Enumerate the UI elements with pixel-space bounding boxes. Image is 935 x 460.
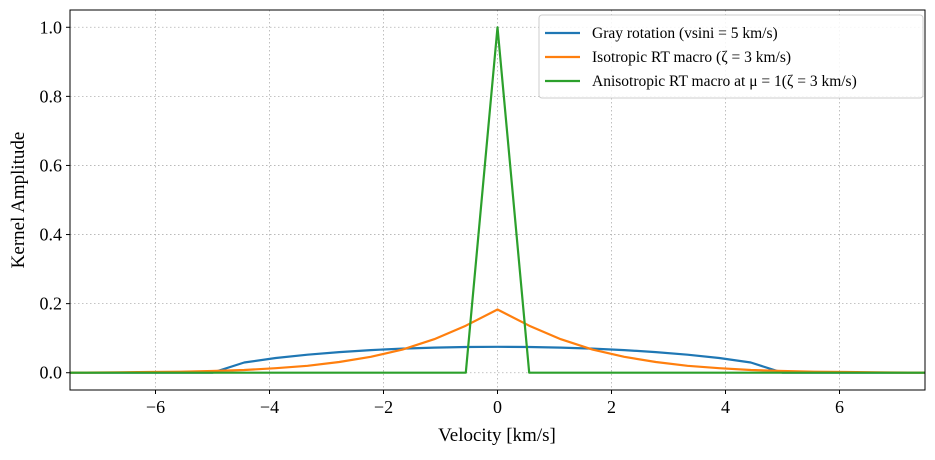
legend: Gray rotation (vsini = 5 km/s) Isotropic … bbox=[538, 14, 924, 99]
x-tick-label: −6 bbox=[146, 397, 165, 417]
x-tick-label: 6 bbox=[835, 397, 844, 417]
y-tick-label: 1.0 bbox=[40, 17, 63, 37]
y-tick-label: 0.2 bbox=[40, 294, 63, 314]
legend-box bbox=[538, 14, 924, 99]
x-axis-label: Velocity [km/s] bbox=[438, 425, 556, 446]
x-tick-label: 4 bbox=[721, 397, 730, 417]
y-tick-label: 0.0 bbox=[40, 363, 63, 383]
series-lines bbox=[70, 26, 925, 374]
legend-label-3: Anisotropic RT macro at μ = 1(ζ = 3 km/s… bbox=[592, 73, 857, 90]
y-tick-label: 0.4 bbox=[40, 225, 63, 245]
series-line-1 bbox=[70, 345, 925, 374]
legend-label-1: Gray rotation (vsini = 5 km/s) bbox=[592, 25, 778, 42]
y-tick-label: 0.8 bbox=[40, 86, 63, 106]
x-tick-label: 2 bbox=[607, 397, 616, 417]
x-tick-label: −4 bbox=[260, 397, 279, 417]
legend-label-2: Isotropic RT macro (ζ = 3 km/s) bbox=[592, 49, 791, 66]
x-tick-label: 0 bbox=[493, 397, 502, 417]
x-tick-label: −2 bbox=[374, 397, 393, 417]
ticks: −6 −4 −2 0 2 4 6 0.0 0.2 0.4 0.6 0.8 1.0 bbox=[40, 17, 845, 417]
y-axis-label: Kernel Amplitude bbox=[8, 132, 29, 269]
series-line-3 bbox=[70, 26, 925, 374]
series-line-2 bbox=[70, 308, 925, 374]
y-tick-label: 0.6 bbox=[40, 155, 63, 175]
